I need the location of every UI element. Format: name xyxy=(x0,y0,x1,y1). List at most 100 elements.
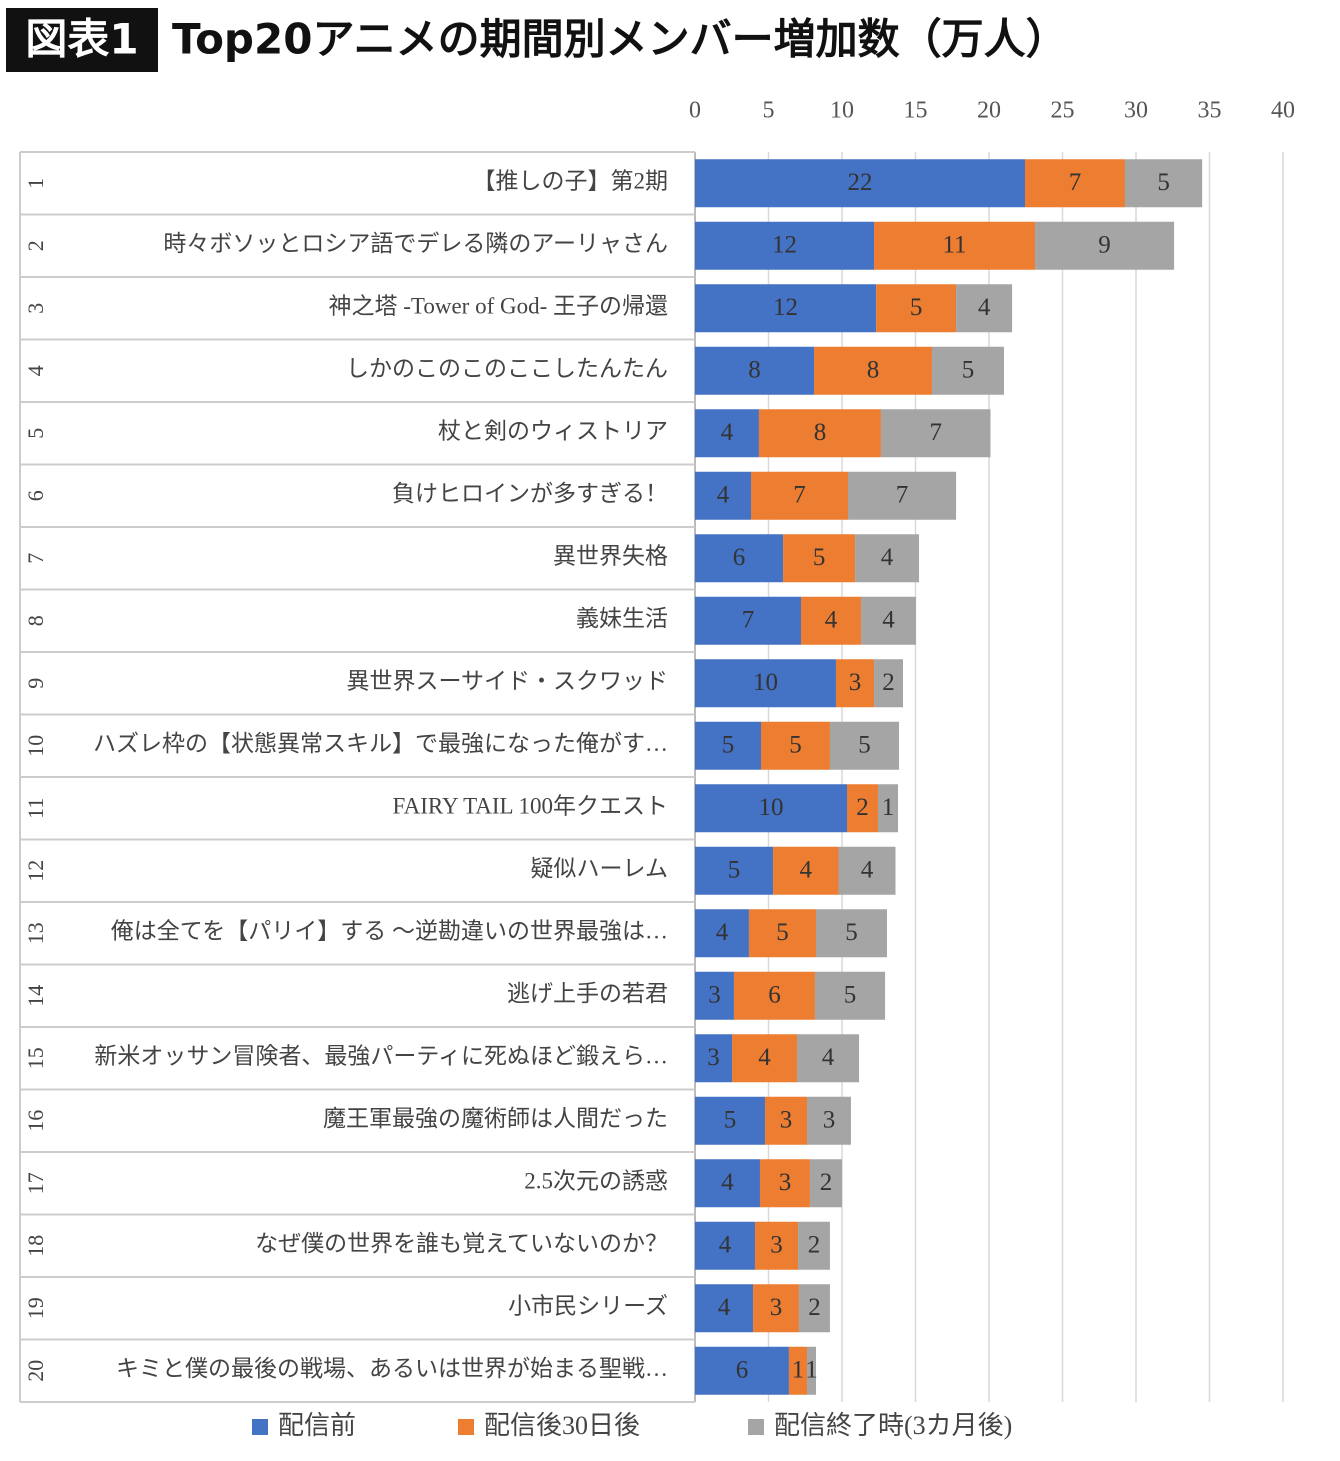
bar-segment xyxy=(695,1034,733,1083)
bar-segment xyxy=(732,1034,798,1083)
bar-segment xyxy=(754,1221,799,1270)
value-label: 4 xyxy=(716,919,729,946)
bar-segment xyxy=(695,1221,755,1270)
value-label: 5 xyxy=(844,981,857,1008)
x-tick-label: 0 xyxy=(689,98,701,124)
value-label: 5 xyxy=(722,731,735,758)
bar-segment xyxy=(835,659,875,708)
bar-segment xyxy=(956,284,1013,333)
value-label: 2 xyxy=(808,1294,821,1321)
bar-segment xyxy=(695,1159,760,1208)
bar-segment xyxy=(783,534,856,583)
value-label: 2 xyxy=(808,1231,821,1258)
badge-box xyxy=(6,8,158,72)
bar-segment xyxy=(807,1096,851,1145)
bar-segment xyxy=(695,1284,754,1333)
bar-segment xyxy=(1025,159,1125,208)
bar-segment xyxy=(695,784,847,833)
value-label: 4 xyxy=(721,419,734,446)
category-label: 逃げ上手の若君 xyxy=(507,981,668,1006)
value-label: 1 xyxy=(805,1356,818,1383)
chart-title: Top20アニメの期間別メンバー増加数（万人） xyxy=(172,15,1068,64)
bar-segment xyxy=(878,784,899,833)
legend-swatch xyxy=(748,1419,764,1435)
category-label: 異世界失格 xyxy=(553,544,668,569)
rank-label: 18 xyxy=(23,1235,48,1257)
bar-segment xyxy=(874,221,1036,270)
rank-label: 9 xyxy=(23,678,48,689)
category-label: 疑似ハーレム xyxy=(530,856,668,881)
bar-segment xyxy=(855,534,920,583)
category-label: 【推しの子】第2期 xyxy=(473,169,669,194)
bar-segment xyxy=(695,284,877,333)
bar-segment xyxy=(695,471,752,520)
x-tick-label: 35 xyxy=(1198,98,1222,124)
category-label: 時々ボソッとロシア語でデレる隣のアーリャさん xyxy=(163,231,668,256)
value-label: 4 xyxy=(978,294,991,321)
value-label: 4 xyxy=(800,856,813,883)
rank-label: 2 xyxy=(23,240,48,251)
x-tick-label: 20 xyxy=(977,98,1001,124)
category-label: 異世界スーサイド・スクワッド xyxy=(346,669,668,694)
value-label: 2 xyxy=(882,669,895,696)
bar-segment xyxy=(695,721,762,770)
category-label: キミと僕の最後の戦場、あるいは世界が始まる聖戦… xyxy=(116,1356,668,1381)
value-label: 10 xyxy=(758,794,783,821)
value-label: 3 xyxy=(823,1106,836,1133)
badge: 図表1 xyxy=(25,15,138,64)
rank-label: 10 xyxy=(23,735,48,757)
rank-label: 6 xyxy=(23,490,48,501)
category-label: 魔王軍最強の魔術師は人間だった xyxy=(323,1106,668,1131)
value-label: 5 xyxy=(728,856,741,883)
value-label: 5 xyxy=(858,731,871,758)
value-label: 7 xyxy=(793,481,806,508)
bar-segment xyxy=(695,596,801,645)
bar-segment xyxy=(800,596,861,645)
value-label: 12 xyxy=(772,231,797,258)
bar-segment xyxy=(815,909,887,958)
bar-segment xyxy=(814,971,886,1020)
category-label: 小市民シリーズ xyxy=(508,1294,668,1319)
bar-segment xyxy=(695,534,784,583)
value-label: 4 xyxy=(718,1294,731,1321)
bar-segment xyxy=(758,409,881,458)
rank-label: 5 xyxy=(23,428,48,439)
rank-label: 15 xyxy=(23,1047,48,1069)
value-label: 6 xyxy=(733,544,746,571)
rank-label: 13 xyxy=(23,922,48,944)
value-label: 5 xyxy=(789,731,802,758)
x-tick-label: 10 xyxy=(830,98,854,124)
bar-segment xyxy=(860,596,916,645)
legend-label: 配信前 xyxy=(278,1411,356,1440)
bar-segment xyxy=(814,346,932,395)
value-label: 6 xyxy=(768,981,781,1008)
value-label: 3 xyxy=(770,1294,783,1321)
legend-label: 配信終了時(3カ月後) xyxy=(774,1411,1012,1440)
rank-label: 12 xyxy=(23,860,48,882)
value-label: 3 xyxy=(770,1231,783,1258)
value-label: 3 xyxy=(708,981,721,1008)
bar-segment xyxy=(695,846,774,895)
bar-segment xyxy=(751,471,849,520)
legend-swatch xyxy=(252,1419,268,1435)
bar-segment xyxy=(874,659,904,708)
value-label: 9 xyxy=(1098,231,1111,258)
bar-segment xyxy=(748,909,816,958)
bar-segment xyxy=(1124,159,1203,208)
category-label: 負けヒロインが多すぎる！ xyxy=(392,481,668,506)
rank-label: 3 xyxy=(23,303,48,314)
value-label: 7 xyxy=(896,481,909,508)
value-label: 4 xyxy=(758,1044,771,1071)
value-label: 1 xyxy=(882,794,895,821)
bar-segment xyxy=(931,346,1004,395)
value-label: 7 xyxy=(1069,169,1082,196)
bar-segment xyxy=(880,409,991,458)
category-label: FAIRY TAIL 100年クエスト xyxy=(393,794,668,819)
value-label: 4 xyxy=(861,856,874,883)
value-label: 8 xyxy=(867,356,880,383)
bar-segment xyxy=(695,409,759,458)
rank-label: 1 xyxy=(23,178,48,189)
bar-segment xyxy=(797,1034,860,1083)
value-label: 5 xyxy=(724,1106,737,1133)
value-label: 6 xyxy=(736,1356,749,1383)
